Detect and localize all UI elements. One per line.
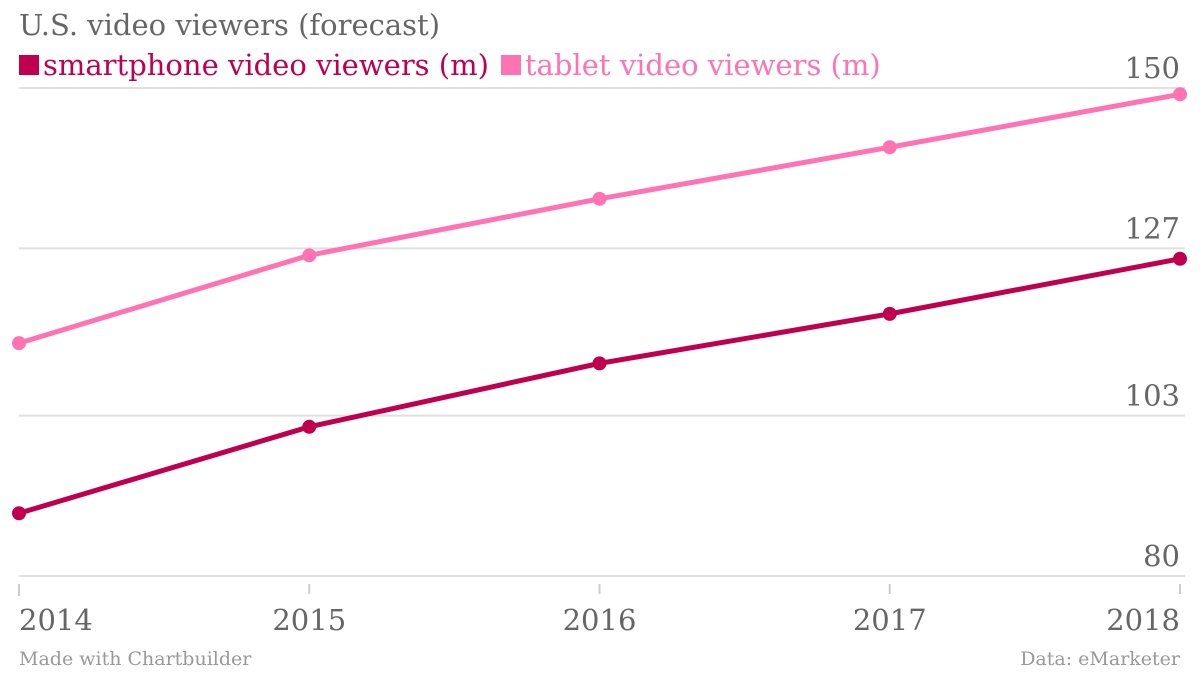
legend-item-tablet: tablet video viewers (m) <box>500 48 881 82</box>
x-tick-label: 2014 <box>19 603 93 637</box>
legend: smartphone video viewers (m) tablet vide… <box>19 48 881 82</box>
y-tick-label: 103 <box>1125 379 1180 413</box>
legend-item-smartphone: smartphone video viewers (m) <box>19 48 489 82</box>
y-tick-label: 150 <box>1125 51 1180 85</box>
x-tick-label: 2016 <box>563 603 637 637</box>
series-line <box>18 256 1181 516</box>
data-point <box>592 191 607 206</box>
legend-swatch <box>19 55 39 75</box>
data-point <box>302 419 317 434</box>
y-tick-label: 127 <box>1125 211 1180 245</box>
data-point <box>302 248 317 263</box>
x-tick-label: 2018 <box>1106 603 1180 637</box>
footer-credit: Made with Chartbuilder <box>19 648 252 670</box>
y-tick-label: 80 <box>1143 539 1180 573</box>
data-point <box>882 140 897 155</box>
data-point <box>882 306 897 321</box>
chart-title: U.S. video viewers (forecast) <box>19 8 441 42</box>
data-point <box>12 506 26 521</box>
data-point <box>592 356 607 371</box>
data-point <box>12 336 26 351</box>
legend-swatch <box>500 55 521 75</box>
data-point <box>1173 87 1187 102</box>
x-tick-label: 2017 <box>853 603 927 637</box>
legend-label: tablet video viewers (m) <box>524 48 881 82</box>
legend-label: smartphone video viewers (m) <box>43 48 489 82</box>
x-tick-label: 2015 <box>272 603 346 637</box>
data-point <box>1173 251 1187 266</box>
series-line <box>18 91 1181 346</box>
footer-source: Data: eMarketer <box>1020 648 1180 670</box>
